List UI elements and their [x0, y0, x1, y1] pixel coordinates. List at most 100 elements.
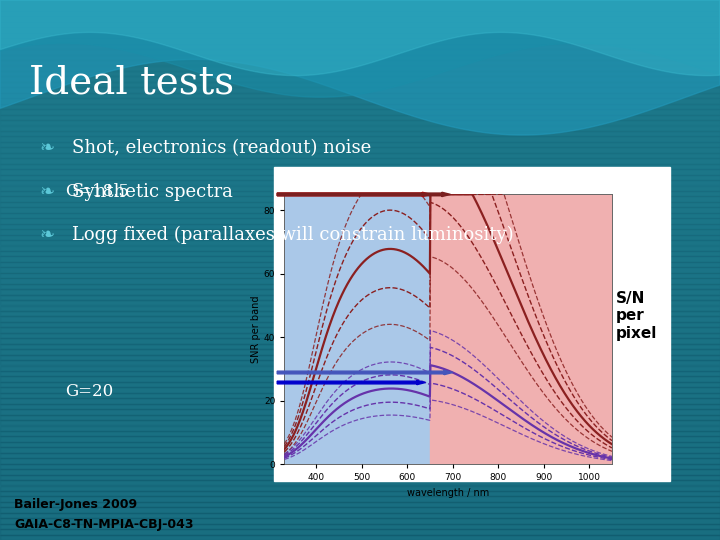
Bar	[0, 224, 720, 229]
Bar	[0, 333, 720, 338]
Bar	[430, 194, 612, 464]
Bar	[0, 169, 720, 174]
Text: ❧: ❧	[40, 139, 55, 158]
Bar	[0, 426, 720, 431]
Bar	[0, 33, 720, 38]
X-axis label: wavelength / nm: wavelength / nm	[407, 488, 490, 498]
Bar	[0, 518, 720, 524]
Bar	[0, 218, 720, 224]
Bar	[0, 278, 720, 284]
Bar	[0, 485, 720, 491]
Bar	[0, 267, 720, 273]
Bar	[0, 529, 720, 535]
Text: Ideal tests: Ideal tests	[29, 65, 234, 102]
Bar	[0, 306, 720, 311]
Bar	[0, 284, 720, 289]
Bar	[0, 251, 720, 256]
Bar	[0, 147, 720, 153]
Bar	[0, 376, 720, 382]
Bar	[0, 480, 720, 485]
Bar	[0, 137, 720, 142]
Bar	[0, 371, 720, 376]
Bar	[0, 535, 720, 540]
Bar	[0, 240, 720, 246]
Bar	[0, 496, 720, 502]
Bar	[0, 300, 720, 306]
Bar	[0, 125, 720, 131]
Bar	[0, 98, 720, 104]
Bar	[0, 289, 720, 294]
Text: ❧: ❧	[40, 183, 55, 201]
Bar	[0, 0, 720, 5]
Bar	[0, 246, 720, 251]
Bar	[0, 174, 720, 180]
Bar	[0, 49, 720, 55]
Bar	[0, 442, 720, 447]
Text: G=20: G=20	[65, 382, 113, 400]
Bar	[0, 16, 720, 22]
Bar	[0, 524, 720, 529]
Bar	[0, 507, 720, 512]
Bar	[0, 398, 720, 403]
Bar	[0, 60, 720, 65]
Bar	[284, 194, 430, 464]
Bar	[0, 142, 720, 147]
Text: Logg fixed (parallaxes will constrain luminosity): Logg fixed (parallaxes will constrain lu…	[72, 226, 513, 244]
Bar	[0, 104, 720, 109]
Bar	[0, 382, 720, 387]
Bar	[0, 180, 720, 185]
Bar	[0, 109, 720, 114]
Bar	[0, 11, 720, 16]
Text: S/N
per
pixel: S/N per pixel	[616, 291, 657, 341]
Bar	[0, 197, 720, 202]
Bar	[0, 311, 720, 316]
Bar	[0, 415, 720, 420]
Bar	[0, 262, 720, 267]
Bar	[274, 167, 670, 481]
Bar	[0, 202, 720, 207]
Bar	[0, 355, 720, 360]
Bar	[0, 491, 720, 496]
Bar	[0, 387, 720, 393]
Bar	[0, 343, 720, 349]
Y-axis label: SNR per band: SNR per band	[251, 295, 261, 363]
Bar	[0, 207, 720, 213]
Bar	[0, 44, 720, 49]
Bar	[0, 256, 720, 262]
Bar	[0, 366, 720, 371]
Text: Synthetic spectra: Synthetic spectra	[72, 183, 233, 201]
Bar	[0, 158, 720, 164]
Bar	[0, 93, 720, 98]
Bar	[0, 273, 720, 278]
Bar	[0, 131, 720, 137]
Bar	[0, 229, 720, 234]
Bar	[0, 65, 720, 71]
Bar	[0, 464, 720, 469]
Bar	[0, 213, 720, 218]
Text: ❧: ❧	[40, 226, 55, 244]
Bar	[0, 360, 720, 366]
Bar	[0, 404, 720, 409]
Text: GAIA-C8-TN-MPIA-CBJ-043: GAIA-C8-TN-MPIA-CBJ-043	[14, 518, 194, 531]
Bar	[0, 322, 720, 327]
Bar	[0, 28, 720, 33]
Bar	[0, 327, 720, 333]
Bar	[0, 338, 720, 343]
Bar	[0, 453, 720, 458]
Bar	[0, 475, 720, 480]
Bar	[0, 153, 720, 158]
Bar	[0, 436, 720, 442]
Bar	[0, 87, 720, 93]
Bar	[0, 431, 720, 436]
Text: Bailer-Jones 2009: Bailer-Jones 2009	[14, 498, 138, 511]
Bar	[0, 393, 720, 398]
Bar	[0, 234, 720, 240]
Bar	[0, 191, 720, 197]
Bar	[0, 458, 720, 464]
Bar	[0, 38, 720, 44]
Bar	[0, 316, 720, 322]
Bar	[0, 164, 720, 169]
Bar	[0, 114, 720, 120]
Bar	[0, 120, 720, 125]
Bar	[0, 22, 720, 28]
